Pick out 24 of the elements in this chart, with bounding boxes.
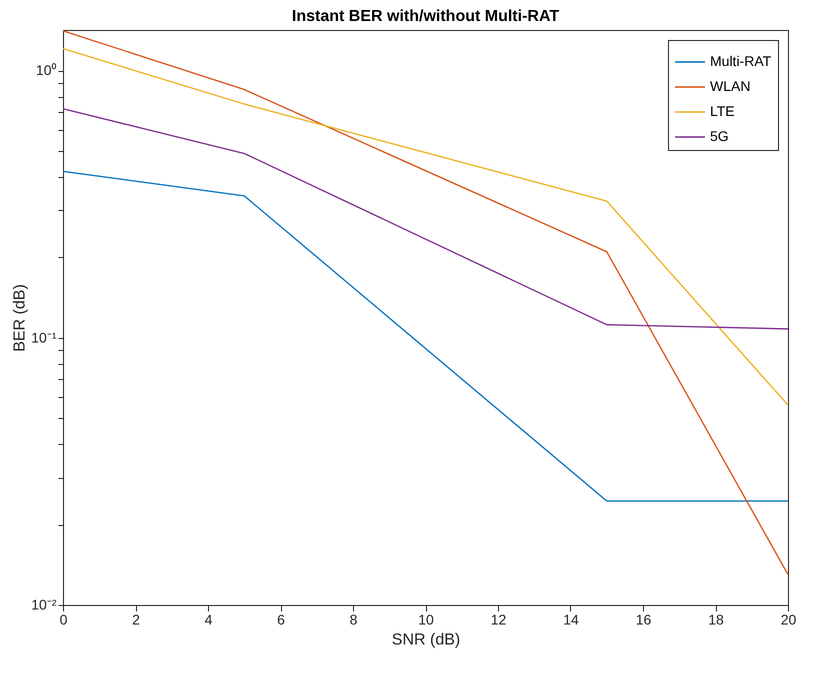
- y-tick-label: 10⁻¹: [31, 329, 57, 346]
- x-tick-label: 0: [60, 612, 68, 628]
- x-tick-label: 16: [636, 612, 652, 628]
- legend-label: LTE: [710, 103, 735, 119]
- x-tick-label: 20: [780, 612, 796, 628]
- legend-label: Multi-RAT: [710, 53, 772, 69]
- chart-title: Instant BER with/without Multi-RAT: [292, 8, 560, 25]
- y-tick-label: 10⁻²: [31, 596, 57, 612]
- x-tick-label: 4: [204, 612, 213, 628]
- legend-label: 5G: [710, 128, 729, 144]
- line-series: [62, 30, 789, 576]
- line-series: [62, 48, 789, 406]
- x-tick-label: 6: [277, 612, 286, 628]
- legend-label: WLAN: [710, 78, 750, 94]
- line-series: [62, 108, 789, 330]
- x-tick-label: 2: [132, 612, 140, 628]
- x-tick-label: 12: [490, 612, 506, 628]
- x-tick-label: 8: [350, 612, 358, 628]
- y-tick-label: 10⁰: [36, 62, 56, 78]
- y-axis-title: BER (dB): [11, 284, 28, 352]
- x-tick-label: 14: [563, 612, 579, 628]
- x-tick-label: 10: [418, 612, 434, 628]
- x-tick-label: 18: [708, 612, 724, 628]
- x-axis-title: SNR (dB): [392, 632, 460, 648]
